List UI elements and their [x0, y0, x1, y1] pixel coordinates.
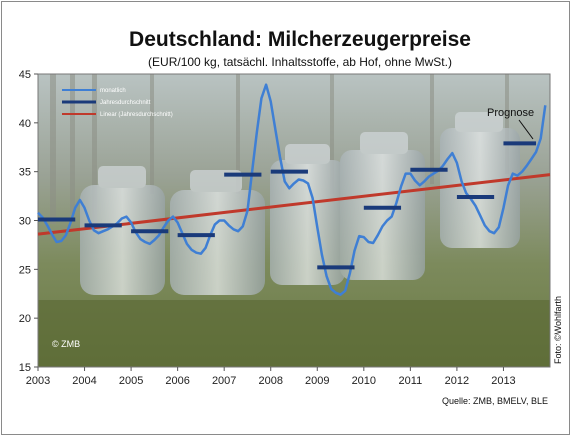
y-tick-label: 20: [19, 313, 31, 325]
x-tick-label: 2012: [445, 375, 469, 387]
legend-label-monthly: monatlich: [100, 88, 126, 94]
legend-label-annual: Jahresdurchschnitt: [100, 100, 151, 106]
x-tick-label: 2009: [305, 375, 329, 387]
y-tick-label: 30: [19, 216, 31, 228]
annual-average-layer: [38, 141, 537, 270]
y-tick-label: 35: [19, 167, 31, 179]
x-tick-label: 2007: [212, 375, 236, 387]
copyright-zmb: © ZMB: [52, 339, 80, 349]
monthly-line-layer: [37, 83, 547, 296]
legend-label-trend: Linear (Jahresdurchschnitt): [100, 112, 173, 118]
chart-title: Deutschland: Milcherzeugerpreise: [129, 28, 471, 51]
y-tick-label: 40: [19, 118, 31, 130]
y-tick-label: 15: [19, 362, 31, 374]
background-photo: [37, 73, 551, 368]
source-note: Quelle: ZMB, BMELV, BLE: [442, 396, 548, 406]
x-tick-label: 2011: [399, 375, 423, 387]
x-tick-label: 2005: [119, 375, 143, 387]
trend-line: [37, 173, 551, 236]
x-tick-label: 2006: [165, 375, 189, 387]
axes: 15 20 25 30 35 40 45 2003 2004 2005 2006 2007 2008 20…: [19, 69, 516, 387]
x-tick-label: 2003: [26, 375, 50, 387]
monthly-price-line: [37, 83, 547, 296]
trend-line-layer: [37, 173, 551, 236]
x-tick-label: 2004: [72, 375, 96, 387]
x-tick-label: 2013: [491, 375, 515, 387]
foto-credit: Foto: ©Wohlfarth: [553, 296, 563, 364]
chart-subtitle: (EUR/100 kg, tatsächl. Inhaltsstoffe, ab…: [148, 55, 452, 69]
y-tick-label: 45: [19, 69, 31, 81]
prognose-pointer: [518, 119, 534, 140]
x-tick-label: 2010: [352, 375, 376, 387]
prognose-label: Prognose: [487, 107, 534, 119]
x-tick-label: 2008: [258, 375, 282, 387]
legend: monatlich Jahresdurchschnitt Linear (Jah…: [62, 88, 173, 118]
y-tick-label: 25: [19, 264, 31, 276]
